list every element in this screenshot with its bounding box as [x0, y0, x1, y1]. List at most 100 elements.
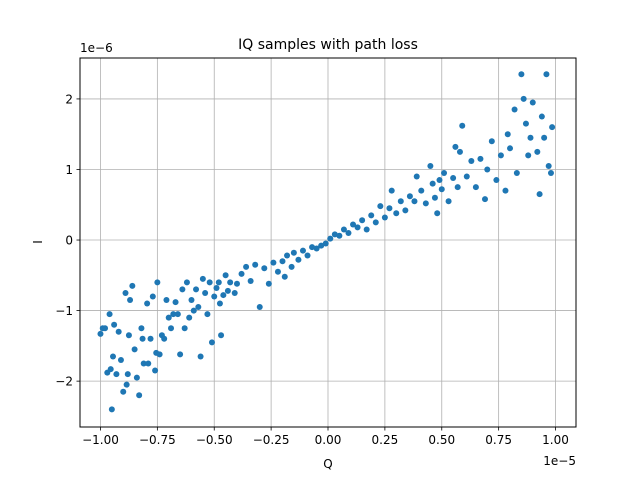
- data-point: [502, 187, 509, 194]
- data-point: [368, 212, 375, 219]
- data-point: [363, 226, 370, 233]
- data-point: [117, 356, 124, 363]
- data-point: [393, 210, 400, 217]
- data-point: [290, 249, 297, 256]
- gridlines: [80, 58, 576, 427]
- data-point: [97, 330, 104, 337]
- y-axis-ticks: −2 −1 0 1 2: [55, 92, 80, 389]
- x-axis-ticks: −1.00 −0.75 −0.50 −0.25 0.00 0.25 0.50 0.75 1.00: [82, 427, 569, 447]
- y-offset-text: 1e−6: [80, 41, 113, 55]
- data-point: [359, 217, 366, 224]
- x-tick-label: −0.25: [253, 433, 290, 447]
- data-point: [372, 219, 379, 226]
- data-point: [534, 148, 541, 155]
- data-point: [163, 297, 170, 304]
- data-point: [193, 286, 200, 293]
- data-point: [381, 214, 388, 221]
- data-point: [386, 205, 393, 212]
- data-point: [231, 289, 238, 296]
- data-point: [174, 311, 181, 318]
- y-tick-label: −2: [55, 375, 73, 389]
- data-point: [265, 280, 272, 287]
- data-point: [120, 388, 127, 395]
- data-point: [327, 235, 334, 242]
- data-point: [140, 360, 147, 367]
- data-point: [109, 353, 116, 360]
- data-point: [422, 200, 429, 207]
- data-point: [224, 287, 231, 294]
- data-point: [190, 307, 197, 314]
- data-point: [438, 186, 445, 193]
- data-point: [129, 282, 136, 289]
- data-point: [431, 194, 438, 201]
- data-point: [177, 351, 184, 358]
- data-point: [497, 152, 504, 159]
- data-point: [511, 106, 518, 113]
- data-point: [350, 221, 357, 228]
- data-point: [545, 162, 552, 169]
- y-tick-label: 0: [65, 234, 73, 248]
- data-point: [493, 177, 500, 184]
- x-tick-label: 1.00: [542, 433, 569, 447]
- data-point: [299, 247, 306, 254]
- data-point: [504, 131, 511, 138]
- chart-title: IQ samples with path loss: [238, 37, 418, 53]
- data-point: [527, 134, 534, 141]
- data-point: [136, 392, 143, 399]
- data-point: [215, 279, 222, 286]
- y-tick-label: 2: [65, 92, 73, 106]
- data-point: [388, 187, 395, 194]
- data-point: [252, 261, 259, 268]
- data-point: [195, 304, 202, 311]
- data-point: [279, 258, 286, 265]
- data-point: [206, 279, 213, 286]
- data-point: [218, 332, 225, 339]
- data-point: [213, 285, 220, 292]
- data-point: [152, 367, 159, 374]
- data-point: [102, 325, 109, 332]
- data-point: [139, 335, 146, 342]
- data-point: [222, 272, 229, 279]
- data-point: [452, 143, 459, 150]
- data-point: [295, 256, 302, 263]
- data-point: [481, 196, 488, 203]
- data-point: [156, 351, 163, 358]
- data-point: [170, 311, 177, 318]
- data-point: [450, 174, 457, 181]
- data-point: [411, 198, 418, 205]
- x-tick-label: 0.75: [485, 433, 512, 447]
- data-point: [133, 374, 140, 381]
- x-axis-label: Q: [323, 457, 332, 471]
- data-point: [538, 113, 545, 120]
- data-point: [199, 275, 206, 282]
- data-point: [202, 289, 209, 296]
- data-point: [274, 268, 281, 275]
- data-point: [211, 293, 218, 300]
- data-point: [216, 300, 223, 307]
- data-point: [456, 148, 463, 155]
- data-point: [463, 173, 470, 180]
- data-point: [188, 297, 195, 304]
- data-point: [256, 304, 263, 311]
- data-point: [115, 328, 122, 335]
- data-point: [543, 71, 550, 78]
- data-point: [106, 311, 113, 318]
- data-point: [111, 321, 118, 328]
- data-point: [124, 371, 131, 378]
- y-axis-label: I: [31, 240, 45, 244]
- data-point: [536, 191, 543, 198]
- data-point: [525, 152, 532, 159]
- data-point: [445, 198, 452, 205]
- data-point: [547, 170, 554, 177]
- data-point: [125, 332, 132, 339]
- data-point: [172, 299, 179, 306]
- data-point: [161, 335, 168, 342]
- data-point: [233, 280, 240, 287]
- data-point: [418, 187, 425, 194]
- data-point: [122, 289, 129, 296]
- y-tick-label: −1: [55, 304, 73, 318]
- data-point: [288, 263, 295, 270]
- data-point: [107, 366, 114, 373]
- data-point: [541, 134, 548, 141]
- data-point: [413, 173, 420, 180]
